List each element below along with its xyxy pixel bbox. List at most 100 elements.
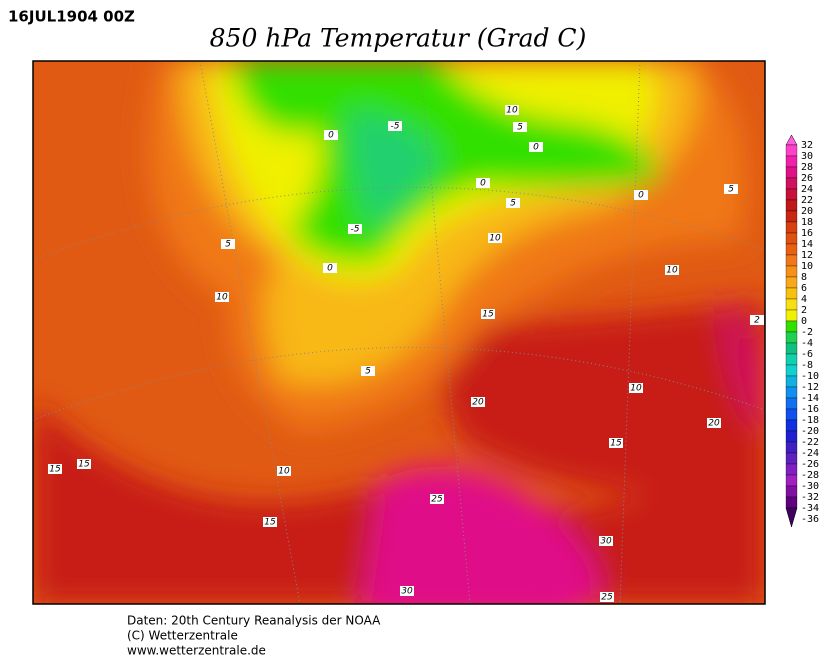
contour-label-bg [263,517,277,527]
contour-label-bg [513,122,527,132]
colorbar-band [785,287,798,300]
colorbar-band [785,254,798,267]
contour-label-bg [277,466,291,476]
colorbar-band [785,309,798,322]
colorbar-label: 6 [801,283,807,294]
contour-label-bg [665,265,679,275]
contour-label-bg [221,239,235,249]
colorbar-band [785,474,798,487]
contour-label: 25 [601,593,613,603]
contour-label: 30 [401,587,413,597]
contour-label-bg [481,309,495,319]
contour-label: 0 [327,264,333,274]
contour-label: 30 [600,537,612,547]
colorbar-label: 32 [801,140,813,151]
colorbar-band [785,397,798,410]
contour-label: 2 [754,316,760,326]
map-frame [32,60,766,605]
colorbar-band [785,199,798,212]
contour-label-bg [529,142,543,152]
colorbar-label: -10 [801,371,819,382]
contour-label-bg [361,366,375,376]
contour-label: 0 [480,179,486,189]
date-label: 16JUL1904 00Z [8,8,135,26]
contour-label: 20 [472,398,484,408]
contour-label: 15 [264,518,276,528]
colorbar-label: -32 [801,492,819,503]
colorbar-label: -16 [801,404,819,415]
colorbar-band [785,496,798,509]
contour-label-bg [430,494,444,504]
colorbar-label: -30 [801,481,819,492]
colorbar-label: 10 [801,261,813,272]
contour-label: 0 [638,191,644,201]
contour-label: 5 [365,367,371,377]
colorbar-label: 20 [801,206,813,217]
contour-label: 5 [517,123,523,133]
colorbar-band [785,353,798,366]
contour-label: 15 [49,465,61,475]
contour-label: 20 [708,419,720,429]
colorbar-band [785,485,798,498]
colorbar-label: 8 [801,272,807,283]
contour-label-bg [634,190,648,200]
contour-label: 10 [666,266,678,276]
colorbar-label: 24 [801,184,813,195]
colorbar-band [785,144,798,157]
contour-label-bg [724,184,738,194]
colorbar-label: -8 [801,360,813,371]
contour-label: 10 [506,106,518,116]
colorbar-label: -28 [801,470,819,481]
colorbar-band [785,386,798,399]
colorbar-label: -26 [801,459,819,470]
colorbar-band [785,210,798,223]
colorbar-band [785,320,798,333]
colorbar-band [785,265,798,278]
colorbar-label: -22 [801,437,819,448]
colorbar-label: -24 [801,448,819,459]
colorbar-label: -6 [801,349,813,360]
colorbar-label: 12 [801,250,813,261]
contour-label-bg [629,383,643,393]
contour-label: 10 [278,467,290,477]
colorbar-label: 4 [801,294,807,305]
colorbar-band [785,364,798,377]
contour-label: 5 [510,199,516,209]
contour-label-bg [506,198,520,208]
colorbar-label: 22 [801,195,813,206]
temperature-field [33,61,765,604]
colorbar-label: 16 [801,228,813,239]
colorbar-band [785,452,798,465]
colorbar-label: -12 [801,382,819,393]
colorbar-label: 26 [801,173,813,184]
colorbar-band [785,177,798,190]
contour-label: 15 [610,439,622,449]
contour-label: 5 [225,240,231,250]
contour-label-bg [707,418,721,428]
contour-label: 5 [728,185,734,195]
contour-label-bg [471,397,485,407]
colorbar-band [785,166,798,179]
colorbar-band [785,441,798,454]
contour-label-bg [400,586,414,596]
colorbar-band [785,243,798,256]
colorbar-band [785,375,798,388]
contour-label: 25 [431,495,443,505]
contour-label: 15 [482,310,494,320]
contour-label-bg [609,438,623,448]
contour-label: 0 [328,131,334,141]
contour-label-bg [505,105,519,115]
colorbar-band [785,430,798,443]
colorbar-band [785,155,798,168]
contour-label-bg [476,178,490,188]
colorbar-label: 2 [801,305,807,316]
colorbar-label: 18 [801,217,813,228]
colorbar-cap [785,134,798,146]
map-title: 850 hPa Temperatur (Grad C) [210,24,587,53]
footer-line: www.wetterzentrale.de [127,644,266,658]
colorbar-cap [785,507,798,528]
contour-label-bg [599,536,613,546]
colorbar-label: -2 [801,327,813,338]
